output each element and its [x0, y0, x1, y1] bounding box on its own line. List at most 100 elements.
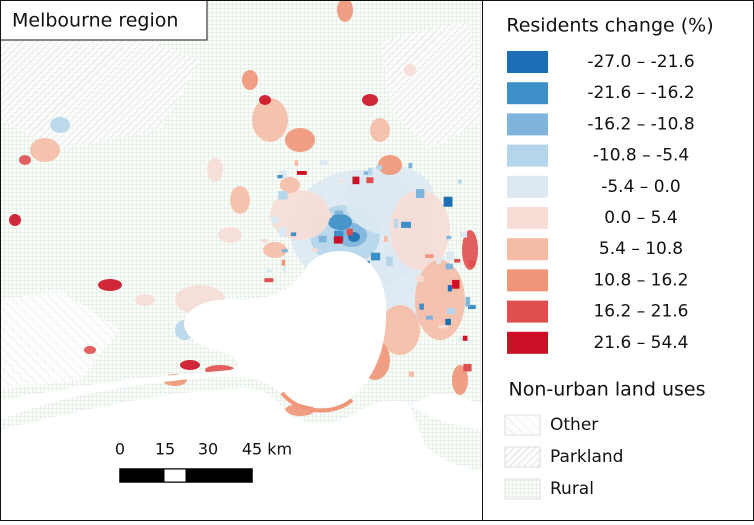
legend-swatch — [507, 113, 548, 136]
suburb-area — [50, 117, 70, 133]
suburb-patch — [383, 235, 388, 243]
suburb-area — [337, 0, 353, 22]
suburb-patch — [419, 303, 424, 310]
suburb-patch — [297, 171, 307, 175]
parkland-swatch — [504, 446, 541, 468]
land-use-label: Rural — [550, 479, 594, 499]
suburb-patch — [366, 177, 374, 184]
suburb-patch — [394, 218, 398, 229]
suburb-patch — [324, 213, 332, 218]
suburb-patch — [425, 315, 434, 320]
legend-label: -5.4 – 0.0 — [601, 177, 681, 197]
suburb-patch — [458, 179, 462, 184]
suburb-patch — [281, 259, 286, 266]
suburb-patch — [271, 216, 279, 224]
scale-bar-segment — [185, 468, 209, 483]
suburb-patch — [408, 371, 415, 377]
suburb-area — [404, 64, 416, 76]
suburb-patch — [282, 249, 288, 253]
suburb-patch — [278, 191, 288, 200]
land-use-label: Other — [550, 415, 598, 435]
suburb-area — [207, 158, 223, 182]
suburb-area — [84, 346, 96, 354]
suburb-patch — [373, 171, 378, 178]
legend-swatch — [507, 238, 548, 261]
suburb-area — [370, 118, 390, 142]
map-area: Melbourne region 0 15 30 45 km — [0, 0, 482, 521]
suburb-patch — [416, 189, 425, 199]
suburb-patch — [290, 232, 297, 237]
other-swatch — [504, 414, 541, 436]
other-land — [0, 290, 120, 390]
suburb-area — [230, 186, 250, 214]
legend-swatch — [507, 269, 548, 292]
suburb-patch — [460, 231, 468, 238]
suburb-patch — [294, 160, 299, 167]
scale-bar-label: 0 — [115, 440, 125, 459]
scale-bar: 0 15 30 45 km — [115, 440, 292, 483]
suburb-patch — [468, 304, 476, 310]
legend-swatch — [507, 331, 548, 354]
suburb-patch — [264, 278, 274, 283]
suburb-patch — [386, 256, 393, 267]
legend-label: 21.6 – 54.4 — [593, 333, 688, 353]
suburb-patch — [352, 176, 360, 185]
suburb-patch — [339, 179, 345, 183]
suburb-patch — [465, 296, 471, 307]
suburb-patch — [447, 285, 452, 292]
suburb-patch — [446, 235, 452, 240]
suburb-patch — [261, 239, 268, 243]
suburb-area — [259, 95, 271, 105]
suburb-patch — [408, 162, 413, 169]
legend-swatch — [507, 207, 548, 229]
suburb-patch — [319, 160, 328, 166]
land-use-label: Parkland — [550, 447, 623, 467]
suburb-patch — [266, 269, 273, 273]
parkland — [380, 20, 482, 150]
legend-label: 10.8 – 16.2 — [593, 270, 688, 290]
suburb-patch — [443, 196, 453, 207]
land-use-title: Non-urban land uses — [509, 379, 706, 401]
suburb-patch — [334, 210, 344, 215]
legend-swatch — [507, 175, 548, 198]
legend-title: Residents change (%) — [506, 15, 713, 37]
bass-strait — [0, 387, 482, 521]
suburb-area — [390, 190, 450, 270]
suburb-patch — [446, 251, 454, 260]
suburb-patch — [458, 336, 463, 342]
suburb-patch — [282, 265, 286, 274]
legend-label: -10.8 – -5.4 — [593, 146, 689, 166]
scale-bar-segment — [163, 468, 187, 483]
scale-bar-label: 30 — [198, 440, 218, 459]
suburb-patch — [462, 335, 468, 341]
coast-suburbs — [280, 391, 354, 413]
suburb-area — [9, 214, 21, 226]
suburb-area — [252, 98, 288, 142]
urban-areas — [9, 0, 478, 416]
port-phillip-bay — [0, 250, 387, 420]
legend-label: -21.6 – -16.2 — [587, 83, 694, 103]
suburb-area — [285, 128, 315, 152]
scale-bar-label: 45 km — [242, 440, 292, 459]
suburb-area — [280, 177, 300, 193]
suburb-area — [30, 138, 60, 162]
suburb-area — [462, 230, 478, 270]
suburb-patch — [445, 318, 451, 326]
legend: -27.0 – -21.6 -21.6 – -16.2 -16.2 – -10.8 -… — [507, 51, 695, 499]
suburb-area — [328, 214, 352, 230]
phillip-island — [410, 405, 482, 470]
title-box — [0, 0, 208, 41]
parkland — [0, 30, 200, 150]
suburb-patch — [376, 165, 382, 170]
suburb-area — [98, 279, 122, 291]
suburb-patch — [333, 236, 343, 244]
suburb-patch — [370, 252, 381, 261]
suburb-patch — [401, 221, 411, 228]
suburb-patch — [312, 248, 318, 252]
suburb-patch — [447, 307, 456, 315]
suburb-area — [378, 155, 402, 175]
legend-swatch — [507, 51, 548, 73]
legend-swatch — [507, 300, 548, 323]
suburb-patch — [454, 258, 461, 263]
